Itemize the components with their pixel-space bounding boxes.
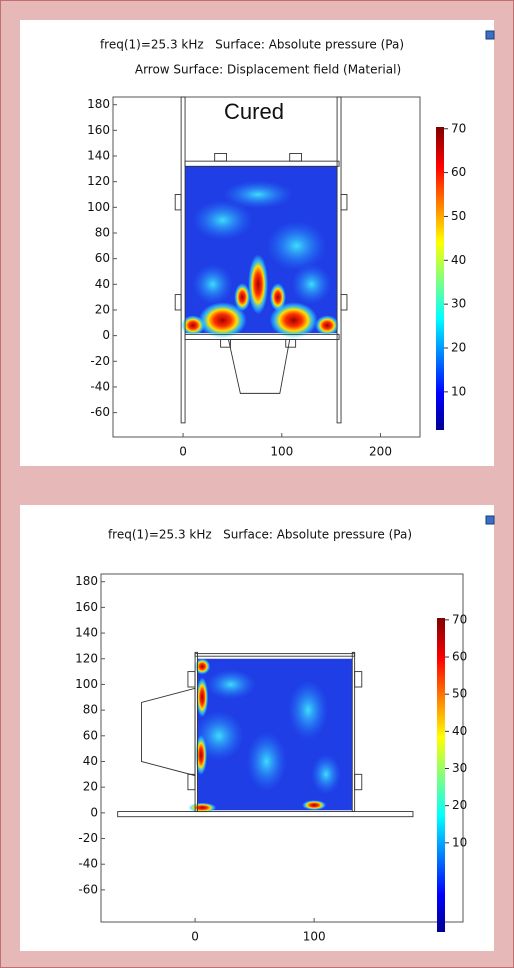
colorbar xyxy=(436,127,444,430)
field-hotspot xyxy=(269,302,318,339)
colorbar-tick-label: 10 xyxy=(452,835,467,849)
geometry xyxy=(354,773,363,791)
field-cell xyxy=(205,669,256,700)
geometry xyxy=(174,294,182,311)
x-tick-label: 100 xyxy=(303,930,326,944)
field-cell xyxy=(246,731,287,792)
y-tick-label: 100 xyxy=(75,677,98,691)
field-hotspot xyxy=(234,283,251,312)
field-cell xyxy=(192,264,233,305)
geometry xyxy=(184,160,340,167)
y-tick-label: 60 xyxy=(95,251,110,265)
y-tick-label: 40 xyxy=(95,277,110,291)
chart-title: freq(1)=25.3 kHz Surface: Absolute press… xyxy=(100,38,404,52)
colorbar-tick-label: 20 xyxy=(451,341,466,355)
geometry xyxy=(340,194,348,211)
field-cell xyxy=(311,754,342,795)
colorbar-tick-label: 30 xyxy=(451,297,466,311)
y-tick-label: -40 xyxy=(78,857,98,871)
colorbar-tick-label: 30 xyxy=(452,761,467,775)
x-tick-label: 0 xyxy=(179,445,187,459)
field-hotspot xyxy=(269,283,286,312)
y-tick-label: 180 xyxy=(75,574,98,588)
geometry xyxy=(220,339,231,348)
y-tick-label: 120 xyxy=(87,174,110,188)
x-tick-label: 100 xyxy=(270,445,293,459)
colorbar-tick-label: 60 xyxy=(451,165,466,179)
colorbar-tick-label: 10 xyxy=(451,384,466,398)
colorbar-tick-label: 50 xyxy=(451,209,466,223)
y-tick-label: -40 xyxy=(90,379,110,393)
field-hotspot xyxy=(180,315,205,336)
colorbar-tick-label: 40 xyxy=(452,724,467,738)
y-tick-label: 160 xyxy=(75,600,98,614)
geometry xyxy=(340,294,348,311)
y-tick-label: -60 xyxy=(78,882,98,896)
chart-title: freq(1)=25.3 kHz Surface: Absolute press… xyxy=(108,528,412,542)
y-tick-label: 0 xyxy=(90,805,98,819)
geometry xyxy=(285,339,297,348)
geometry xyxy=(194,653,356,657)
y-tick-label: 0 xyxy=(102,328,110,342)
y-tick-label: 80 xyxy=(83,703,98,717)
y-tick-label: 80 xyxy=(95,226,110,240)
y-tick-label: 40 xyxy=(83,754,98,768)
colorbar xyxy=(437,618,445,932)
geometry xyxy=(351,651,356,813)
field-hotspot xyxy=(194,658,211,675)
colorbar-tick-label: 60 xyxy=(452,650,467,664)
geometry xyxy=(214,153,227,162)
x-tick-label: 0 xyxy=(191,930,199,944)
chart-subtitle: Arrow Surface: Displacement field (Mater… xyxy=(135,63,401,77)
field-cell xyxy=(291,264,332,305)
field-hotspot xyxy=(196,677,209,718)
y-tick-label: 120 xyxy=(75,651,98,665)
field-hotspot xyxy=(198,302,247,339)
geometry xyxy=(187,671,196,688)
y-tick-label: -20 xyxy=(90,354,110,368)
y-tick-label: 60 xyxy=(83,728,98,742)
panel-icon[interactable] xyxy=(485,30,495,40)
panel-icon[interactable] xyxy=(485,515,495,525)
colorbar-tick-label: 50 xyxy=(452,687,467,701)
y-tick-label: 20 xyxy=(83,780,98,794)
field-cell xyxy=(192,200,253,241)
geometry xyxy=(227,339,291,394)
geometry xyxy=(141,687,196,777)
y-tick-label: 100 xyxy=(87,200,110,214)
field-cell xyxy=(223,180,294,209)
field-hotspot xyxy=(195,735,208,776)
geometry xyxy=(336,96,342,424)
y-tick-label: 160 xyxy=(87,123,110,137)
y-tick-label: -60 xyxy=(90,405,110,419)
colorbar-tick-label: 70 xyxy=(451,121,466,135)
geometry xyxy=(117,811,414,818)
field-cell xyxy=(266,220,327,271)
x-tick-label: 200 xyxy=(369,445,392,459)
colorbar-tick-label: 20 xyxy=(452,798,467,812)
field-cell xyxy=(288,680,329,741)
field-hotspot xyxy=(302,800,327,811)
geometry xyxy=(289,153,302,162)
pressure-field xyxy=(180,166,340,339)
y-tick-label: 140 xyxy=(87,149,110,163)
geometry xyxy=(180,96,186,424)
colorbar-tick-label: 40 xyxy=(451,253,466,267)
pressure-field xyxy=(188,658,353,813)
colorbar-tick-label: 70 xyxy=(452,612,467,626)
geometry xyxy=(354,671,363,688)
annotation: Cured xyxy=(224,99,284,124)
field-hotspot xyxy=(248,254,269,315)
y-tick-label: 20 xyxy=(95,302,110,316)
geometry xyxy=(174,194,182,211)
y-tick-label: 140 xyxy=(75,626,98,640)
y-tick-label: 180 xyxy=(87,97,110,111)
y-tick-label: -20 xyxy=(78,831,98,845)
field-hotspot xyxy=(315,315,340,336)
